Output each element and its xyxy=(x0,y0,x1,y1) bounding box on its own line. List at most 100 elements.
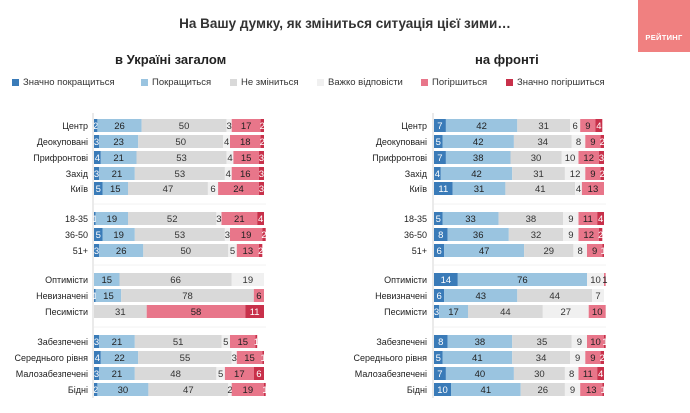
data-label: 10 xyxy=(592,307,603,318)
data-label: 3 xyxy=(94,246,99,257)
data-label: 19 xyxy=(243,275,254,286)
bar-segment xyxy=(563,212,579,225)
bar-segment xyxy=(444,244,525,257)
bar-segment xyxy=(262,351,264,364)
data-label: 5 xyxy=(436,214,441,225)
bar-segment xyxy=(128,212,217,225)
data-label: 7 xyxy=(595,291,600,302)
data-label: 34 xyxy=(536,353,547,364)
bar-segment xyxy=(445,119,518,132)
legend-label: Покращиться xyxy=(152,77,212,88)
bar-segment xyxy=(512,167,565,180)
bar-segment xyxy=(94,383,98,396)
data-label: 3 xyxy=(94,137,99,148)
data-label: 43 xyxy=(475,291,486,302)
bar-segment xyxy=(99,335,135,348)
data-label: 6 xyxy=(256,291,261,302)
data-label: 21 xyxy=(112,337,123,348)
bar-segment xyxy=(255,335,258,348)
bar-segment xyxy=(512,335,572,348)
data-label: 52 xyxy=(167,214,178,225)
data-label: 55 xyxy=(180,353,191,364)
data-label: 15 xyxy=(110,184,121,195)
legend-item: Погіршиться xyxy=(421,77,487,88)
data-label: 13 xyxy=(586,385,597,396)
bar-segment xyxy=(434,119,446,132)
bar-segment xyxy=(578,367,598,380)
category-label: 18-35 xyxy=(404,214,427,224)
legend-swatch xyxy=(421,79,428,86)
data-label: 15 xyxy=(237,337,248,348)
bar-segment xyxy=(508,228,564,241)
category-label: Захід xyxy=(66,169,89,179)
data-label: 3 xyxy=(434,307,439,318)
bar-segment xyxy=(588,305,606,318)
bar-segment xyxy=(224,228,230,241)
bar-segment xyxy=(258,167,264,180)
bar-segment xyxy=(94,351,101,364)
data-label: 40 xyxy=(475,369,486,380)
data-label: 5 xyxy=(230,246,235,257)
legend-label: Значно покращиться xyxy=(23,77,115,88)
data-label: 1 xyxy=(254,337,259,348)
data-label: 9 xyxy=(570,385,575,396)
data-label: 2 xyxy=(600,169,605,180)
category-label: Бідні xyxy=(407,385,427,395)
data-label: 2 xyxy=(600,137,605,148)
bar-segment xyxy=(587,244,603,257)
data-label: 4 xyxy=(224,137,229,148)
data-label: 2 xyxy=(600,353,605,364)
legend-item: Не зміниться xyxy=(230,77,299,88)
data-label: 6 xyxy=(256,369,261,380)
category-label: 51+ xyxy=(73,246,88,256)
data-label: 53 xyxy=(176,153,187,164)
data-label: 12 xyxy=(570,169,581,180)
category-label: Київ xyxy=(409,184,427,194)
bar-segment xyxy=(138,135,224,148)
data-label: 4 xyxy=(95,353,100,364)
rating-logo: РЕЙТИНГ xyxy=(638,0,690,52)
bar-segment xyxy=(102,182,128,195)
bar-segment xyxy=(457,273,587,286)
data-label: 5 xyxy=(436,137,441,148)
category-label: 18-35 xyxy=(65,214,88,224)
bar-segment xyxy=(146,305,246,318)
bar-segment xyxy=(440,167,513,180)
bar-segment xyxy=(231,167,259,180)
legend-swatch xyxy=(141,79,148,86)
bar-segment xyxy=(604,335,606,348)
data-label: 26 xyxy=(538,385,549,396)
bar-segment xyxy=(510,151,562,164)
data-label: 5 xyxy=(223,337,228,348)
bar-segment xyxy=(578,151,599,164)
bar-segment xyxy=(94,273,120,286)
category-label: Оптимісти xyxy=(384,275,427,285)
data-label: 3 xyxy=(94,369,99,380)
data-label: 50 xyxy=(179,121,190,132)
data-label: 21 xyxy=(113,153,124,164)
bar-segment xyxy=(513,135,572,148)
data-label: 4 xyxy=(576,184,581,195)
data-label: 9 xyxy=(568,214,573,225)
bar-segment xyxy=(134,167,225,180)
data-label: 1 xyxy=(92,214,97,225)
bar-segment xyxy=(600,351,604,364)
data-label: 58 xyxy=(191,307,202,318)
data-label: 30 xyxy=(531,153,542,164)
bar-segment xyxy=(452,182,506,195)
data-label: 11 xyxy=(438,184,448,195)
bar-segment xyxy=(218,182,259,195)
category-label: Прифронтові xyxy=(33,153,88,163)
data-label: 15 xyxy=(241,153,252,164)
data-label: 1 xyxy=(261,353,266,364)
panel-title-front: на фронті xyxy=(475,52,539,67)
bar-segment xyxy=(598,228,603,241)
data-label: 19 xyxy=(243,385,254,396)
legend-label: Погіршиться xyxy=(432,77,488,88)
bar-segment xyxy=(602,383,604,396)
legend-label: Значно погіршиться xyxy=(517,77,605,88)
data-label: 30 xyxy=(534,369,545,380)
bar-segment xyxy=(97,119,142,132)
bar-segment xyxy=(505,182,576,195)
